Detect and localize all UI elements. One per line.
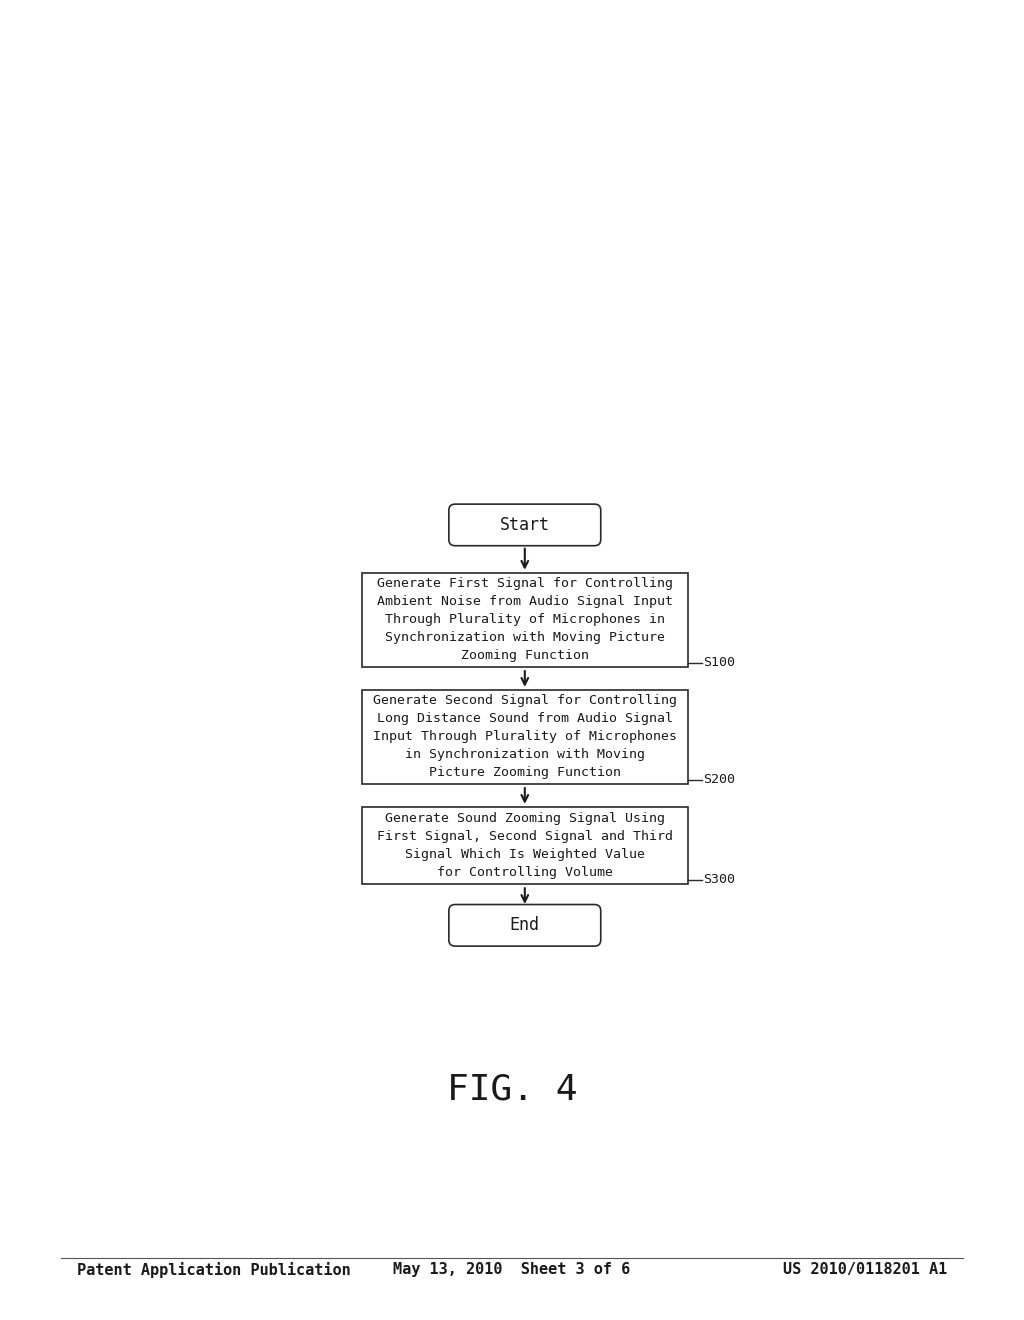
Text: May 13, 2010  Sheet 3 of 6: May 13, 2010 Sheet 3 of 6 bbox=[393, 1262, 631, 1278]
Text: FIG. 4: FIG. 4 bbox=[446, 1072, 578, 1106]
Text: Generate First Signal for Controlling
Ambient Noise from Audio Signal Input
Thro: Generate First Signal for Controlling Am… bbox=[377, 577, 673, 663]
Text: Start: Start bbox=[500, 516, 550, 533]
FancyBboxPatch shape bbox=[449, 504, 601, 545]
Text: S300: S300 bbox=[703, 874, 735, 887]
FancyBboxPatch shape bbox=[449, 904, 601, 946]
FancyBboxPatch shape bbox=[362, 573, 687, 667]
Text: Patent Application Publication: Patent Application Publication bbox=[77, 1262, 350, 1278]
Text: Generate Second Signal for Controlling
Long Distance Sound from Audio Signal
Inp: Generate Second Signal for Controlling L… bbox=[373, 694, 677, 779]
Text: Generate Sound Zooming Signal Using
First Signal, Second Signal and Third
Signal: Generate Sound Zooming Signal Using Firs… bbox=[377, 812, 673, 879]
FancyBboxPatch shape bbox=[362, 689, 687, 784]
Text: End: End bbox=[510, 916, 540, 935]
Text: S200: S200 bbox=[703, 774, 735, 787]
FancyBboxPatch shape bbox=[362, 807, 687, 884]
Text: US 2010/0118201 A1: US 2010/0118201 A1 bbox=[783, 1262, 947, 1278]
Text: S100: S100 bbox=[703, 656, 735, 669]
